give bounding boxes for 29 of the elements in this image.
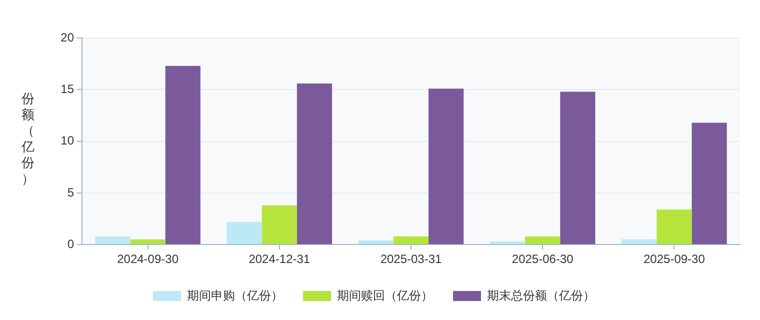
x-tick-label: 2025-09-30 <box>644 252 706 266</box>
bar <box>95 236 130 244</box>
bar <box>490 242 526 244</box>
y-tick-label: 15 <box>60 82 74 96</box>
y-axis-title: 份额（亿份） <box>20 92 36 188</box>
y-tick-label: 5 <box>67 185 74 200</box>
bar <box>226 222 262 244</box>
bar <box>130 239 166 244</box>
bar <box>622 239 657 244</box>
x-tick-label: 2024-12-31 <box>248 252 310 266</box>
bar <box>262 205 297 244</box>
bar <box>358 240 394 244</box>
legend-label: 期间申购（亿份） <box>187 288 283 302</box>
bar <box>428 88 464 244</box>
legend-label: 期末总份额（亿份） <box>487 288 595 302</box>
x-tick-label: 2025-06-30 <box>512 252 574 266</box>
bar <box>656 209 692 244</box>
y-tick-label: 10 <box>60 134 74 148</box>
bar <box>692 122 727 244</box>
legend-label: 期间赎回（亿份） <box>337 288 433 302</box>
y-tick-label: 0 <box>67 236 74 251</box>
bar <box>296 83 332 244</box>
y-tick-label: 20 <box>60 30 74 44</box>
x-tick-label: 2025-03-31 <box>380 252 442 266</box>
bar <box>525 236 560 244</box>
bar <box>393 236 429 244</box>
bar <box>560 92 596 244</box>
x-tick-label: 2024-09-30 <box>117 252 179 266</box>
bar <box>165 66 200 244</box>
